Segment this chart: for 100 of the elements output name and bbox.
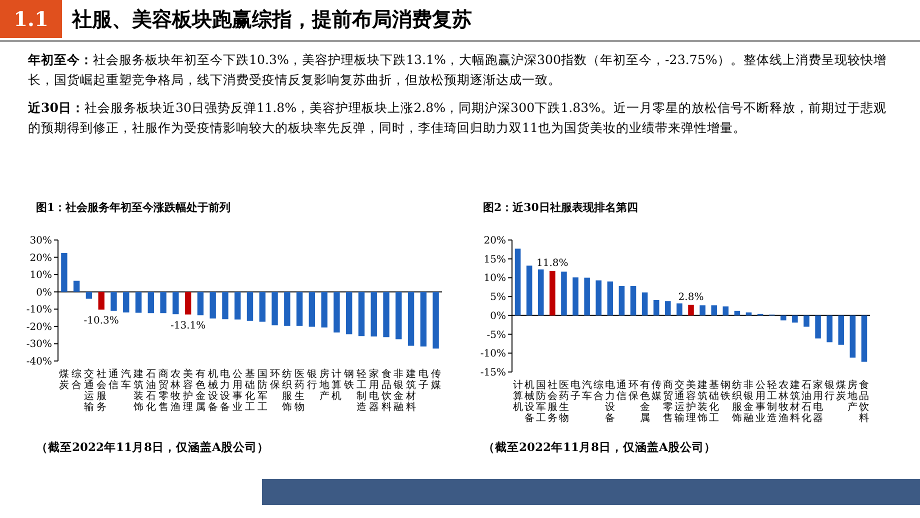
bar [123,292,130,312]
bar [259,292,266,322]
bar [746,312,752,316]
x-tick-label: 汽车 [582,379,592,402]
x-tick-label: 基础化工 [708,379,720,424]
bar [334,292,340,332]
text: 近30日：社会服务板块近30日强势反弹11.8%，美容护理板块上涨2.8%，同期沪深300下跌1.83%。近一月零星的放松信号不断释放，前期过于悲观的预期得到修正，社服作为受疫情影响较大的板块率先反弹，同时，李佳琦回归助力双11也为国货美妆的业绩带来弹性增量。 [28,99,888,137]
bar [711,305,717,316]
bar [73,280,80,292]
x-tick-label: 计算机 [332,368,342,402]
x-tick-label: 商贸零售 [158,368,168,413]
x-tick-label: 机械设备 [524,379,534,424]
y-tick-label: 0% [36,287,52,298]
x-tick-label: 钢铁 [343,369,354,391]
text: （截至2022年11月8日，仅涵盖A股公司） [483,439,717,456]
bar [135,292,142,313]
x-tick-label: 交通运输 [84,368,94,413]
x-tick-label: 轻工制造 [356,368,366,413]
x-tick-label: 通信 [108,368,119,391]
bar [665,301,671,316]
bar [172,292,179,314]
data-label: 11.8% [536,258,568,269]
bar [838,315,844,345]
x-tick-label: 交通运输 [674,379,684,424]
bar [383,292,390,338]
y-tick-label: 30% [30,236,52,246]
x-tick-label: 机械设备 [208,368,218,413]
x-tick-label: 国防军工 [536,380,546,424]
y-tick-label: 0% [490,310,506,322]
x-tick-label: 房地产 [846,379,858,413]
bar [234,292,241,320]
bar [272,292,278,326]
x-tick-label: 纺织服饰 [281,368,292,413]
y-tick-label: -10% [480,348,506,360]
bar [526,266,532,316]
x-tick-label: 石油石化 [801,380,812,424]
y-tick-label: -10% [26,304,52,316]
x-tick-label: 非银金融 [742,379,754,424]
bar [550,270,556,316]
x-tick-label: 电子 [418,368,428,391]
x-tick-label: 农林牧渔 [777,380,788,424]
x-tick-label: 银行 [306,369,317,391]
bar [346,292,352,334]
x-tick-label: 煤炭 [59,368,70,391]
data-label: 2.8% [678,292,704,303]
x-tick-label: 汽车 [121,368,132,391]
bar [296,292,303,326]
x-tick-label: 有色金属 [195,368,206,413]
bar [642,292,648,316]
y-tick-label: 5% [490,292,506,304]
bar [607,281,614,316]
bar [630,286,636,316]
x-tick-label: 房地产 [318,368,330,402]
bar [222,292,228,320]
x-tick-label: 环保 [628,380,638,402]
bar [514,248,521,316]
y-tick-label: -5% [486,330,506,341]
bar [700,305,706,316]
x-tick-label: 美容护理 [182,368,194,413]
x-tick-label: 综合 [594,379,604,402]
bar [246,292,254,321]
x-tick-label: 钢铁 [720,380,731,402]
bar [688,304,694,316]
x-tick-label: 通信 [616,379,627,402]
x-tick-label: 电力设备 [220,368,230,413]
x-tick-label: 食品饮料 [858,379,870,424]
bar [160,292,166,314]
bar [618,286,625,316]
bar [358,292,365,336]
bar [110,292,117,311]
x-tick-label: 非银金融 [392,368,404,413]
bar [653,300,660,316]
bar [561,272,567,316]
bar [61,252,68,292]
bar [184,292,192,314]
x-tick-label: 建筑材料 [788,379,800,424]
y-tick-label: 10% [484,273,506,284]
x-tick-label: 国防军工 [257,369,268,413]
bar [308,292,316,327]
x-tick-label: 综合 [72,368,82,391]
bar [420,292,427,346]
x-tick-label: 公用事业 [232,368,243,413]
y-tick-label: 15% [484,254,506,266]
y-tick-label: -20% [26,322,52,333]
bar [850,315,856,358]
x-tick-label: 传媒 [430,369,441,391]
x-tick-label: 基础化工 [244,368,255,413]
bar [210,292,216,318]
bar [584,278,590,316]
text: 年初至今：社会服务板块年初至今下跌10.3%，美容护理板块下跌13.1%，大幅跑赢沪深300指数（年初至今，-23.75%）。整体线上消费呈现较快增长，国货崛起重塑竞争格局，线下消费受疫情反复影响复苏曲折，但放松预期逐渐达成一致。 [28,51,888,89]
text: （截至2022年11月8日，仅涵盖A股公司） [36,439,270,456]
bar [321,292,328,328]
bar [780,315,786,320]
x-tick-label: 建筑材料 [405,368,416,413]
x-tick-label: 医药生物 [558,380,569,424]
bar [676,303,682,316]
bar [284,292,290,326]
x-tick-label: 电力设备 [605,379,616,424]
x-tick-label: 有色金属 [640,379,650,424]
x-tick-label: 社会服务 [96,368,106,413]
